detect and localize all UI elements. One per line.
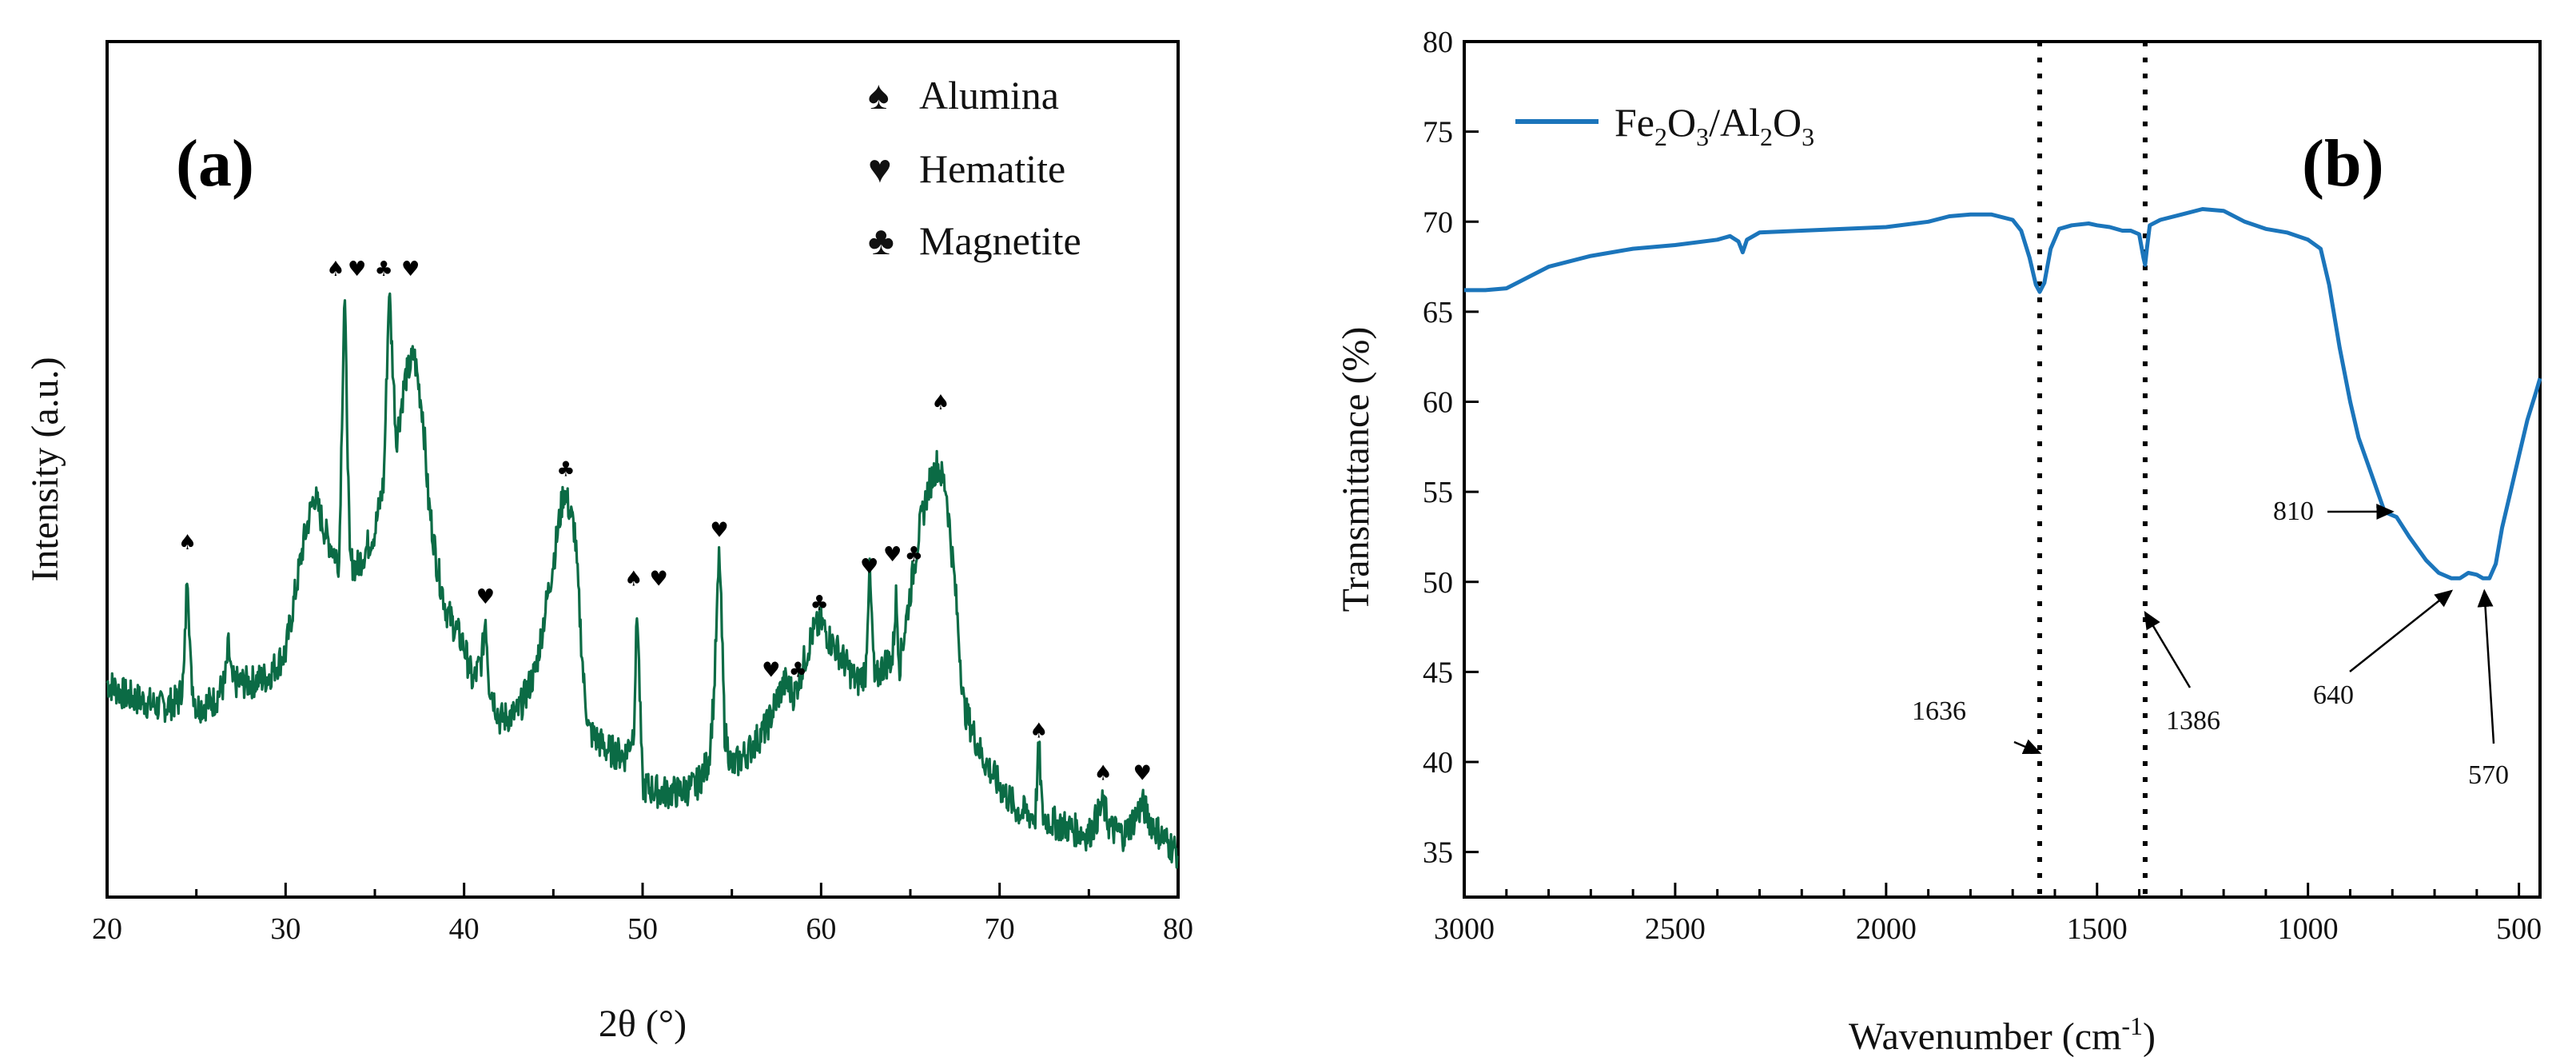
annotation-label: 810 <box>2273 497 2314 526</box>
annotation-label: 1636 <box>1912 696 1966 726</box>
y-tick-label: 55 <box>1423 476 1453 509</box>
panel-a-line <box>106 292 1179 869</box>
phase-marker: ♠ <box>624 567 643 591</box>
x-tick-label: 40 <box>449 912 480 946</box>
legend-hematite-label: Hematite <box>919 146 1065 191</box>
panel-a-label: (a) <box>176 126 254 201</box>
panel-a-markers: ♠♠ ♥ ♣ ♥♥♣♠ ♥♥♥ ♣♣♥♥ ♣♠♠♠ ♥ <box>178 257 1152 786</box>
panel-a-legend: ♠ Alumina ♥ Hematite ♣ Magnetite <box>868 73 1081 263</box>
x-tick-label: 50 <box>627 912 658 946</box>
phase-marker: ♠ <box>931 391 950 415</box>
x-tick-label: 60 <box>806 912 836 946</box>
legend-alumina-symbol: ♠ <box>868 73 890 118</box>
y-tick-label: 45 <box>1423 656 1453 689</box>
phase-marker: ♥ <box>883 543 902 567</box>
y-tick-label: 60 <box>1423 386 1453 420</box>
phase-marker: ♠ <box>326 257 344 281</box>
phase-marker: ♥ <box>649 567 667 591</box>
phase-marker: ♠ <box>178 531 197 555</box>
x-tick-label: 1500 <box>2067 912 2128 946</box>
panel-a-x-ticks: 20 30 40 50 60 70 80 <box>92 883 1193 946</box>
x-tick-label: 1000 <box>2278 912 2339 946</box>
phase-marker: ♠ <box>1094 762 1113 786</box>
panel-b-x-ticks: 3000 2500 2000 1500 1000 500 <box>1434 883 2542 946</box>
panel-a-xrd: 20 30 40 50 60 70 80 ♠♠ ♥ ♣ ♥♥♣♠ ♥♥♥ ♣♣♥♥ ♣♠♠♠ ♥ (a) … <box>24 40 1193 1045</box>
legend-magnetite-symbol: ♣ <box>868 218 894 263</box>
panel-b-plot-frame <box>1463 40 2542 899</box>
panel-b-y-axis-title: Transmittance (%) <box>1335 327 1377 612</box>
ftir-series-line <box>1464 207 2542 580</box>
phase-marker: ♣ <box>789 658 807 682</box>
annotation-label: 570 <box>2468 760 2509 790</box>
annotation-label: 1386 <box>2166 706 2220 736</box>
y-tick-label: 40 <box>1423 746 1453 780</box>
phase-marker: ♥ <box>348 257 366 281</box>
y-tick-label: 75 <box>1423 116 1453 150</box>
x-tick-label: 2500 <box>1645 912 1706 946</box>
legend-alumina-label: Alumina <box>919 73 1059 118</box>
x-tick-label: 500 <box>2496 912 2542 946</box>
panel-a-y-axis-title: Intensity (a.u.) <box>24 357 66 581</box>
phase-marker: ♣ <box>556 458 575 482</box>
y-tick-label: 35 <box>1423 836 1453 870</box>
panel-b-x-axis-title: Wavenumber (cm-1) <box>1849 1011 2156 1058</box>
y-tick-label: 70 <box>1423 205 1453 239</box>
y-tick-label: 80 <box>1423 26 1453 59</box>
phase-marker: ♥ <box>401 257 420 281</box>
annotation-arrow <box>2349 589 2454 672</box>
phase-marker: ♣ <box>375 257 393 281</box>
panel-b-reference-lines <box>2037 42 2148 897</box>
panel-b-annotations: 1636 1386 810 640 570 <box>1912 497 2509 790</box>
xrd-series-line <box>106 292 1179 869</box>
phase-marker: ♥ <box>762 658 780 682</box>
y-tick-label: 65 <box>1423 296 1453 329</box>
annotation-arrow <box>2013 739 2042 755</box>
annotation-arrow <box>2477 588 2495 744</box>
panel-b-y-ticks: 35 40 45 50 55 60 65 70 75 80 <box>1423 26 1479 870</box>
y-tick-label: 50 <box>1423 566 1453 600</box>
phase-marker: ♥ <box>476 585 495 609</box>
x-tick-label: 80 <box>1163 912 1193 946</box>
x-tick-label: 20 <box>92 912 122 946</box>
panel-b-label: (b) <box>2302 126 2384 201</box>
legend-hematite-symbol: ♥ <box>868 146 892 191</box>
panel-b-legend: Fe2O3/Al2O3 <box>1515 100 1814 151</box>
phase-marker: ♣ <box>905 543 923 567</box>
annotation-label: 640 <box>2313 680 2354 710</box>
phase-marker: ♥ <box>710 519 728 543</box>
phase-marker: ♥ <box>860 555 878 579</box>
legend-label-fe2o3-al2o3: Fe2O3/Al2O3 <box>1614 100 1814 151</box>
legend-magnetite-label: Magnetite <box>919 218 1081 263</box>
phase-marker: ♥ <box>1133 762 1152 786</box>
panel-a-x-axis-title: 2θ (°) <box>599 1003 687 1045</box>
x-tick-label: 3000 <box>1434 912 1495 946</box>
phase-marker: ♣ <box>810 592 828 616</box>
phase-marker: ♠ <box>1029 719 1048 743</box>
x-tick-label: 70 <box>985 912 1015 946</box>
x-tick-label: 2000 <box>1856 912 1917 946</box>
annotation-arrow <box>2144 610 2192 688</box>
panel-b-ftir: 3000 2500 2000 1500 1000 500 35 40 45 50 55 60 65 70… <box>1335 26 2542 1058</box>
x-tick-label: 30 <box>270 912 301 946</box>
panel-b-line <box>1464 207 2542 580</box>
